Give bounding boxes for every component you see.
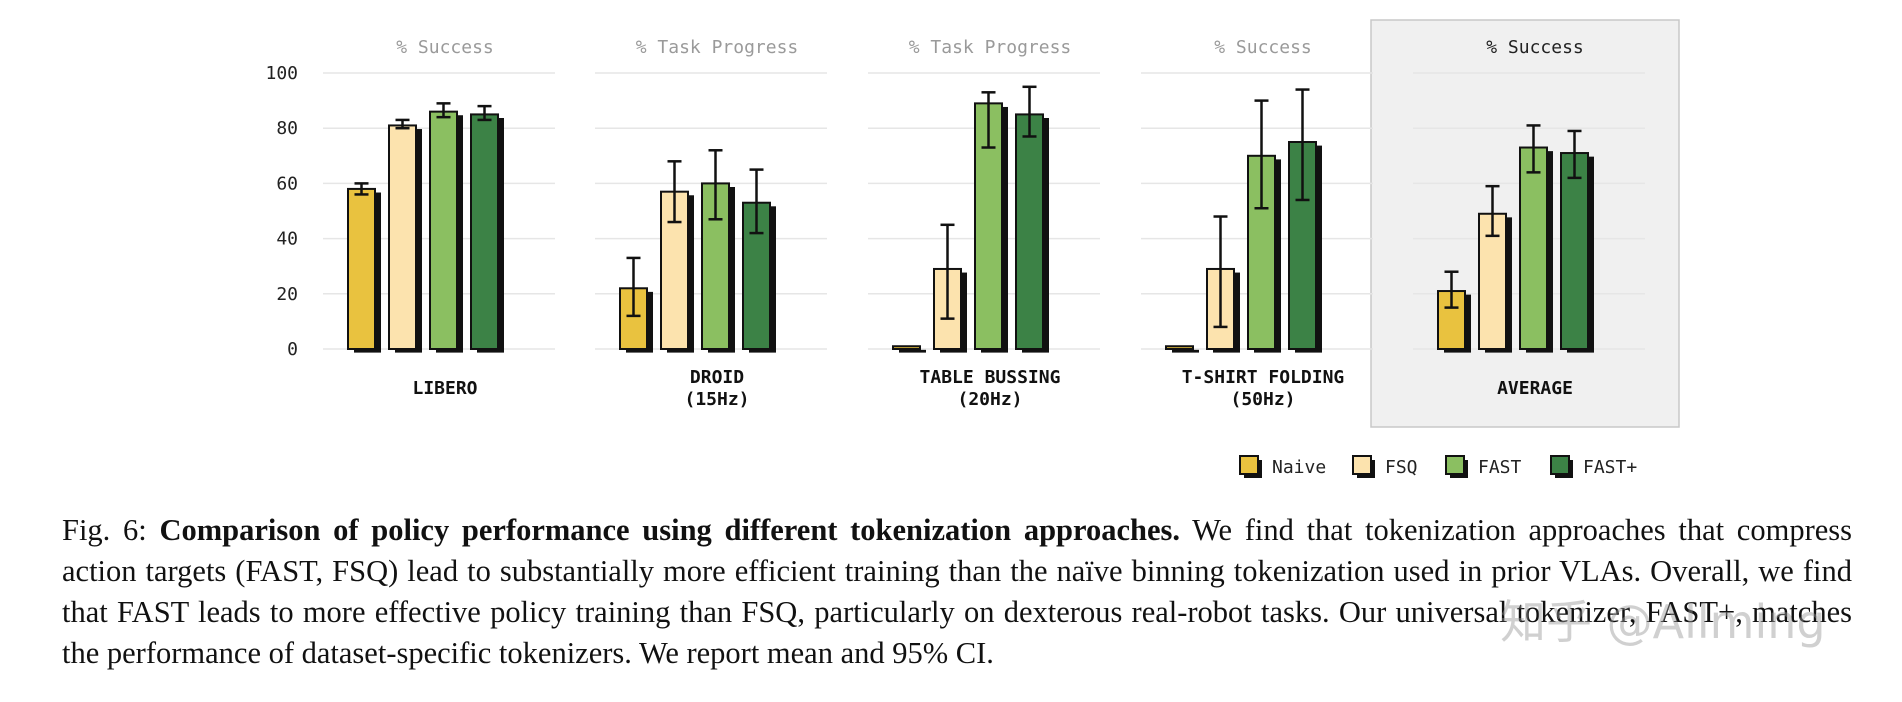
panel-label: DROID bbox=[690, 367, 744, 388]
legend-label: FSQ bbox=[1385, 457, 1418, 478]
y-tick-label: 60 bbox=[276, 173, 298, 194]
comparison-bar-chart: 100 80 60 40 20 0 % Success LIBERO % Task Progre… bbox=[265, 19, 1680, 478]
y-tick-label: 40 bbox=[276, 229, 298, 250]
caption-bold: Comparison of policy performance using d… bbox=[159, 513, 1181, 547]
bar-fast bbox=[1519, 146, 1548, 350]
bar-fast bbox=[429, 110, 458, 350]
legend-label: FAST+ bbox=[1583, 457, 1637, 478]
bar-naive bbox=[1165, 345, 1194, 350]
legend-label: Naive bbox=[1272, 457, 1326, 478]
bar-shadow bbox=[899, 349, 926, 353]
panel-label: LIBERO bbox=[412, 378, 477, 399]
y-tick-label: 80 bbox=[276, 118, 298, 139]
panel-subtitle: % Success bbox=[396, 37, 494, 58]
bar-fsq bbox=[1478, 212, 1507, 350]
y-tick-label: 0 bbox=[287, 339, 298, 360]
legend-swatch bbox=[1445, 455, 1465, 475]
bar-naive bbox=[892, 345, 921, 350]
panel-subtitle: % Success bbox=[1486, 37, 1584, 58]
panel-label: TABLE BUSSING bbox=[920, 367, 1061, 388]
legend-swatch bbox=[1550, 455, 1570, 475]
panel-label: (20Hz) bbox=[957, 389, 1022, 410]
legend-swatch bbox=[1239, 455, 1259, 475]
panel-subtitle: % Success bbox=[1214, 37, 1312, 58]
panel-label: (50Hz) bbox=[1230, 389, 1295, 410]
panel-label: T-SHIRT FOLDING bbox=[1182, 367, 1345, 388]
panel-subtitle: % Task Progress bbox=[636, 37, 799, 58]
bar-shadow bbox=[1172, 349, 1199, 353]
y-tick-label: 100 bbox=[265, 63, 298, 84]
y-tick-label: 20 bbox=[276, 284, 298, 305]
caption-body: We find that tokenization approaches tha… bbox=[62, 513, 1852, 670]
caption-prefix: Fig. 6: bbox=[62, 513, 160, 547]
legend-swatch bbox=[1352, 455, 1372, 475]
bar-fast-plus bbox=[1015, 113, 1044, 351]
panel-subtitle: % Task Progress bbox=[909, 37, 1072, 58]
bar-fsq bbox=[388, 124, 417, 350]
legend-label: FAST bbox=[1478, 457, 1522, 478]
bar-fast-plus bbox=[1560, 152, 1589, 350]
bar-naive bbox=[347, 187, 376, 350]
figure-caption: Fig. 6: Comparison of policy performance… bbox=[62, 510, 1852, 674]
panel-label: (15Hz) bbox=[684, 389, 749, 410]
panel-label: AVERAGE bbox=[1497, 378, 1573, 399]
bar-fast-plus bbox=[470, 113, 499, 351]
